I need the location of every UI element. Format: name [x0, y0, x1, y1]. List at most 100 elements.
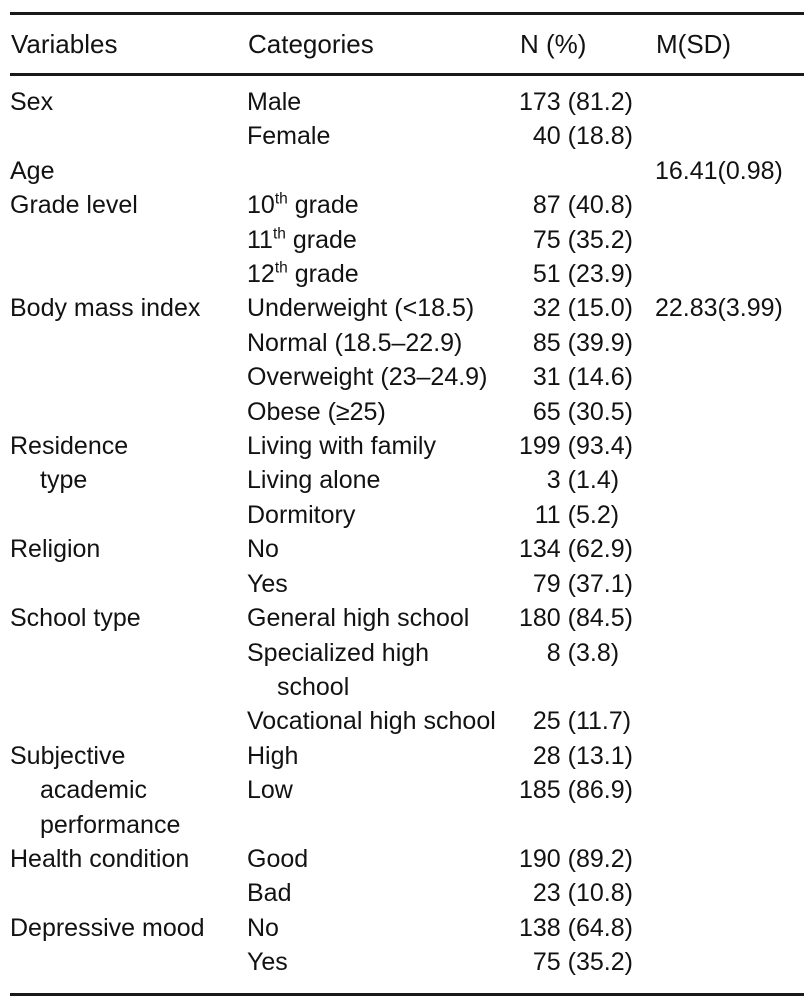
n-cell: 138 (64.8): [519, 911, 655, 945]
msd-cell: [655, 223, 804, 257]
category-cell: 12th grade: [247, 259, 359, 289]
variable-cell: Age: [10, 156, 55, 185]
n-value: 180: [519, 604, 561, 633]
category-cell: [247, 154, 519, 188]
msd-cell: [655, 75, 804, 120]
n-value: 23: [532, 879, 561, 908]
category-cell: Specialized high: [247, 638, 430, 667]
n-value: 173: [519, 88, 561, 116]
pct-value: (64.8): [560, 913, 633, 942]
category-cell: Good: [247, 844, 309, 873]
msd-cell: [655, 670, 804, 704]
n-value: 25: [532, 707, 561, 736]
header-row: Variables Categories N (%) M(SD): [10, 13, 804, 76]
category-cell: 10th grade: [247, 190, 359, 220]
msd-cell: 16.41(0.98): [655, 156, 783, 185]
n-cell: 8 (3.8): [519, 636, 655, 670]
variable-cell: Health condition: [10, 844, 190, 873]
pct-value: (39.9): [560, 328, 633, 357]
pct-value: (62.9): [560, 535, 633, 564]
pct-value: (10.8): [560, 879, 633, 908]
category-cell: school: [277, 672, 350, 701]
n-value: 51: [532, 260, 561, 289]
variable-cell: [10, 876, 247, 910]
n-value: 199: [519, 432, 561, 461]
n-cell: 23 (10.8): [519, 876, 655, 910]
msd-cell: [655, 532, 804, 566]
variable-cell: School type: [10, 604, 141, 633]
table-row: School type General high school 180 (84.5): [10, 601, 804, 635]
msd-cell: [655, 636, 804, 670]
n-value: 185: [519, 776, 561, 805]
table-row: school: [10, 670, 804, 704]
variable-cell: Sex: [10, 88, 54, 116]
msd-cell: 22.83(3.99): [655, 294, 783, 323]
pct-value: (23.9): [560, 260, 633, 289]
variable-cell: [10, 567, 247, 601]
category-cell: Obese (≥25): [247, 397, 386, 426]
n-cell: 3 (1.4): [519, 463, 655, 497]
category-cell: High: [247, 741, 299, 770]
n-cell: 75 (35.2): [519, 223, 655, 257]
pct-value: (3.8): [560, 638, 620, 667]
variable-cell: [10, 326, 247, 360]
n-cell: [519, 154, 655, 188]
category-cell: Female: [247, 122, 331, 151]
category-cell: No: [247, 913, 279, 942]
n-value: 40: [532, 122, 561, 151]
msd-cell: [655, 704, 804, 738]
msd-cell: [655, 257, 804, 291]
n-value: 75: [532, 948, 561, 977]
pct-value: (5.2): [560, 500, 620, 529]
n-value: 87: [532, 191, 561, 220]
pct-value: (35.2): [560, 948, 633, 977]
variable-cell: [10, 223, 247, 257]
msd-cell: [655, 119, 804, 153]
variable-cell: [10, 636, 247, 670]
pct-value: (15.0): [560, 294, 633, 323]
category-cell: Dormitory: [247, 500, 356, 529]
variable-cell: [10, 498, 247, 532]
variable-cell: [10, 257, 247, 291]
header-categories: Categories: [247, 13, 519, 76]
n-cell: 75 (35.2): [519, 945, 655, 994]
table-row: Vocational high school 25 (11.7): [10, 704, 804, 738]
n-cell: 134 (62.9): [519, 532, 655, 566]
table-row: Normal (18.5–22.9) 85 (39.9): [10, 326, 804, 360]
table-row: 12th grade 51 (23.9): [10, 257, 804, 291]
n-cell: 190 (89.2): [519, 842, 655, 876]
msd-cell: [655, 498, 804, 532]
variable-cell: [10, 395, 247, 429]
variable-cell: [10, 360, 247, 394]
n-cell: 25 (11.7): [519, 704, 655, 738]
pct-value: (37.1): [560, 569, 633, 598]
n-cell: 65 (30.5): [519, 395, 655, 429]
n-cell: 85 (39.9): [519, 326, 655, 360]
n-value: 28: [532, 741, 561, 770]
pct-value: (30.5): [560, 397, 633, 426]
table-row: Depressive mood No 138 (64.8): [10, 911, 804, 945]
table-row: type Living alone 3 (1.4): [10, 463, 804, 497]
table-row: Yes 79 (37.1): [10, 567, 804, 601]
pct-value: (1.4): [560, 466, 620, 495]
table-row: 11th grade 75 (35.2): [10, 223, 804, 257]
n-cell: 51 (23.9): [519, 257, 655, 291]
pct-value: (35.2): [560, 225, 633, 254]
n-value: 31: [532, 363, 561, 392]
category-cell: 11th grade: [247, 225, 357, 254]
n-cell: 28 (13.1): [519, 739, 655, 773]
variable-cell: [10, 704, 247, 738]
variable-cell: Body mass index: [10, 294, 201, 323]
table-row: Dormitory 11 (5.2): [10, 498, 804, 532]
category-cell: General high school: [247, 604, 470, 633]
msd-cell: [655, 326, 804, 360]
pct-value: (11.7): [560, 707, 632, 736]
variable-cell: Religion: [10, 535, 101, 564]
table-row: Yes 75 (35.2): [10, 945, 804, 994]
table-row: Health condition Good 190 (89.2): [10, 842, 804, 876]
n-value: 8: [546, 638, 561, 667]
category-cell: Normal (18.5–22.9): [247, 328, 463, 357]
table-row: Body mass index Underweight (<18.5) 32 (15…: [10, 291, 804, 325]
n-value: 32: [532, 294, 561, 323]
n-cell: [519, 670, 655, 704]
